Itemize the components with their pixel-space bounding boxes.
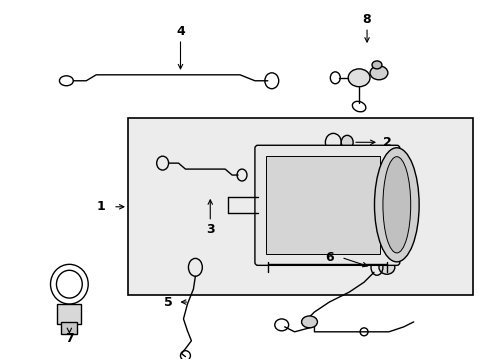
Bar — [61, 322, 77, 334]
Text: 8: 8 — [362, 13, 370, 26]
FancyBboxPatch shape — [254, 145, 399, 265]
Text: 2: 2 — [382, 136, 390, 149]
Ellipse shape — [341, 135, 352, 149]
Text: 6: 6 — [325, 251, 333, 264]
Text: 1: 1 — [97, 200, 105, 213]
Ellipse shape — [378, 260, 394, 274]
Ellipse shape — [371, 61, 381, 69]
Ellipse shape — [382, 157, 410, 253]
Ellipse shape — [369, 66, 387, 80]
Ellipse shape — [301, 316, 317, 328]
Bar — [128, 118, 472, 295]
Text: 4: 4 — [176, 24, 184, 38]
Text: 7: 7 — [65, 332, 74, 345]
Text: 3: 3 — [205, 223, 214, 236]
Ellipse shape — [347, 69, 369, 87]
Ellipse shape — [374, 148, 418, 262]
Text: 5: 5 — [164, 296, 173, 309]
Bar — [265, 156, 379, 255]
Bar — [57, 304, 81, 324]
